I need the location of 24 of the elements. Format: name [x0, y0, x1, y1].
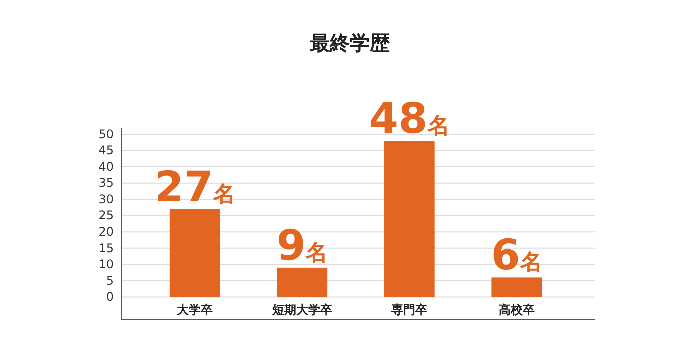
data-label: 48名	[369, 94, 450, 144]
bar	[277, 268, 328, 298]
x-tick-label: 大学卒	[177, 303, 214, 317]
y-tick-label: 50	[98, 127, 114, 142]
y-tick-label: 45	[98, 144, 114, 158]
y-tick-label: 35	[98, 176, 114, 190]
x-tick-label: 短期大学卒	[271, 303, 332, 317]
y-tick-label: 15	[98, 241, 114, 256]
y-tick-label: 30	[98, 192, 114, 206]
bar	[492, 278, 542, 298]
y-tick-label: 5	[106, 274, 114, 288]
y-tick-label: 40	[98, 160, 114, 174]
data-label: 9名	[276, 220, 328, 270]
y-tick-label: 10	[98, 258, 114, 272]
chart-title: 最終学歴	[309, 31, 390, 55]
x-tick-label: 専門卒	[390, 303, 428, 317]
data-label: 27名	[154, 162, 236, 212]
x-tick-label: 高校卒	[498, 303, 535, 317]
bar	[384, 141, 435, 298]
y-tick-label: 20	[98, 224, 114, 239]
data-label: 6名	[491, 230, 543, 280]
y-tick-label: 25	[98, 208, 114, 223]
bar	[170, 209, 220, 298]
y-tick-label: 0	[106, 290, 114, 304]
